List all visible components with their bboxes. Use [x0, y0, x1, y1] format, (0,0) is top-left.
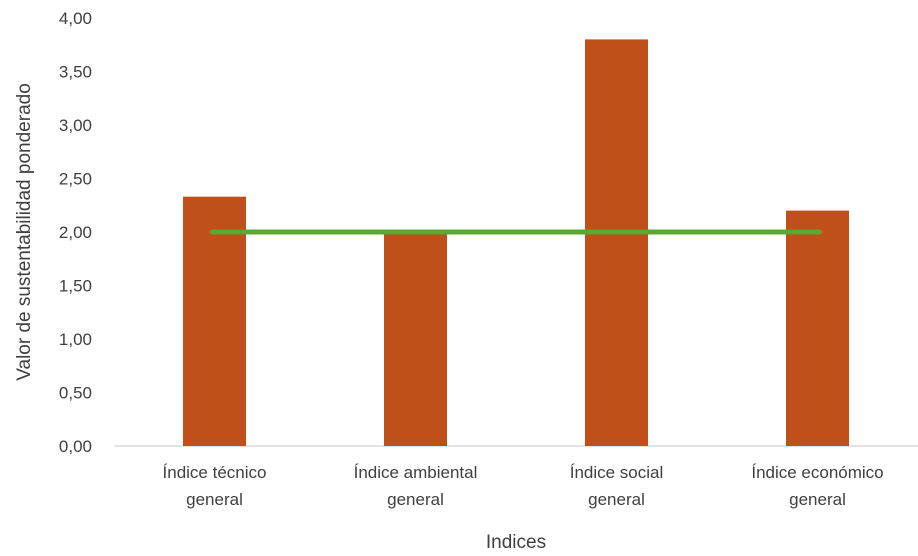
y-tick-label: 1,50	[59, 277, 92, 296]
y-tick-label: 4,00	[59, 9, 92, 28]
y-axis-ticks: 0,00 0,50 1,00 1,50 2,00 2,50 3,00 3,50 4,00	[59, 9, 92, 456]
bar	[384, 230, 447, 446]
x-axis-title: Indices	[486, 532, 546, 553]
bar	[786, 210, 849, 446]
x-category-label: Índice económico general	[751, 463, 883, 509]
y-tick-label: 0,50	[59, 384, 92, 403]
x-category-label: Índice técnico general	[163, 463, 267, 509]
y-tick-label: 3,00	[59, 116, 92, 135]
y-tick-label: 3,50	[59, 63, 92, 82]
bar	[183, 196, 246, 446]
bars	[183, 39, 849, 447]
y-axis-title: Valor de sustentabilidad ponderado	[14, 83, 35, 381]
y-tick-label: 2,50	[59, 170, 92, 189]
x-axis-category-labels: Índice técnico general Índice ambiental gen…	[163, 463, 884, 509]
y-tick-label: 2,00	[59, 223, 92, 242]
y-tick-label: 1,00	[59, 330, 92, 349]
y-tick-label: 0,00	[59, 437, 92, 456]
x-category-label: Índice social general	[570, 463, 664, 509]
bar	[585, 39, 648, 447]
x-category-label: Índice ambiental general	[354, 463, 478, 509]
